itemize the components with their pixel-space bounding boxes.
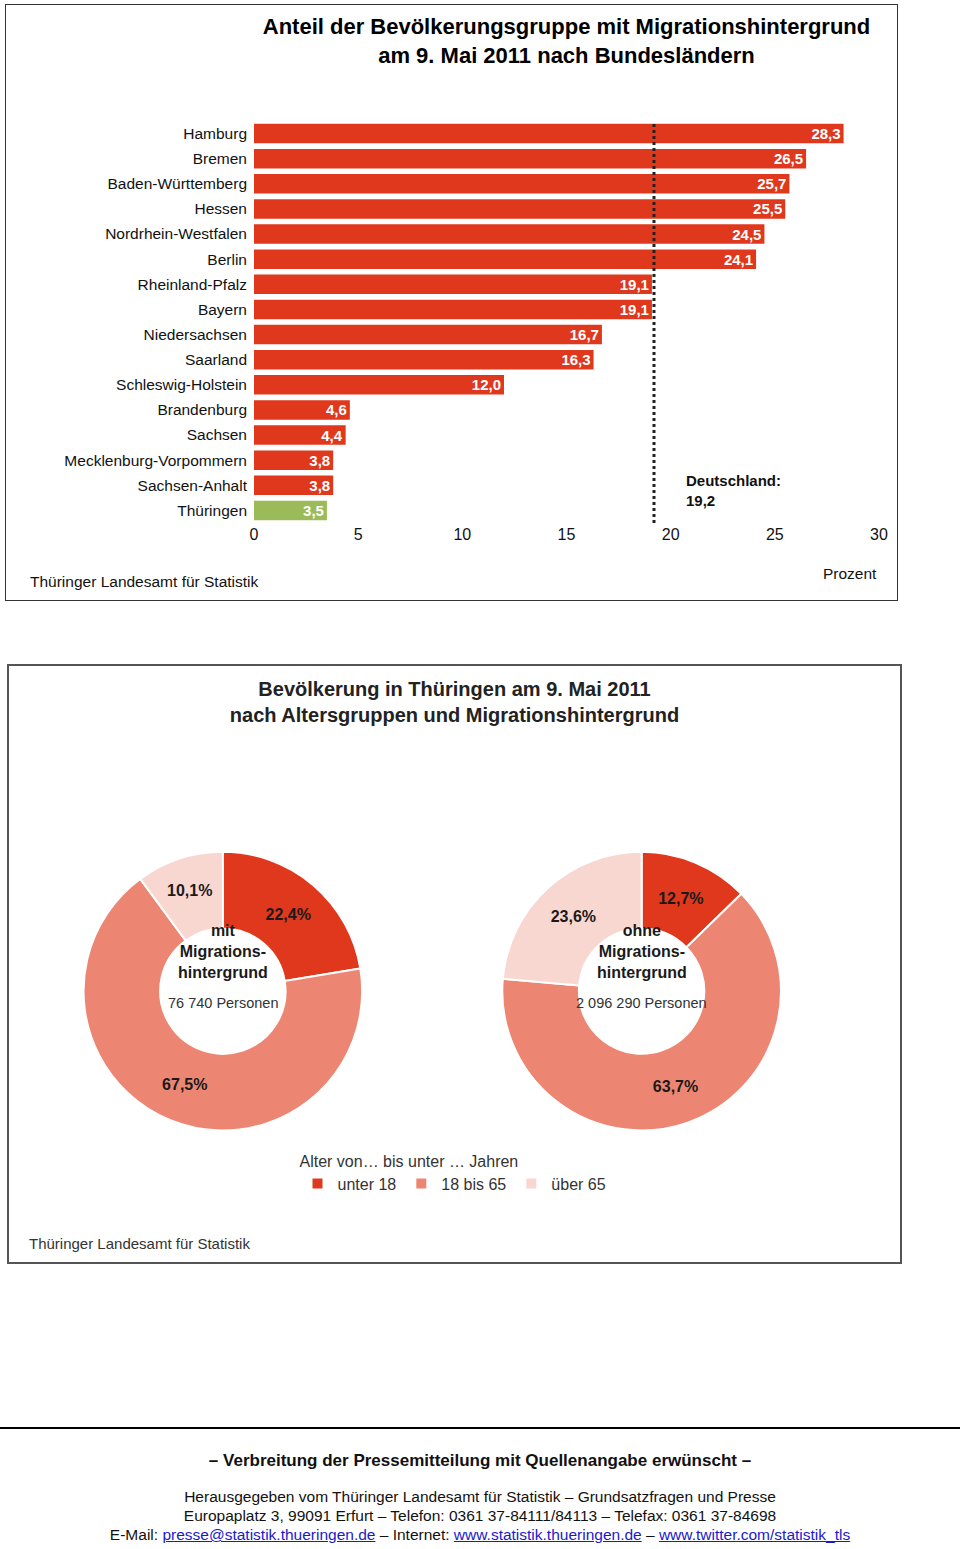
svg-text:24,1: 24,1 <box>724 251 753 268</box>
svg-text:3,5: 3,5 <box>303 502 324 519</box>
svg-text:über 65: über 65 <box>551 1176 605 1193</box>
svg-text:Saarland: Saarland <box>185 351 247 368</box>
svg-text:Schleswig-Holstein: Schleswig-Holstein <box>116 376 247 393</box>
svg-text:Sachsen: Sachsen <box>187 426 247 443</box>
svg-text:Bevölkerung in Thüringen am 9.: Bevölkerung in Thüringen am 9. Mai 2011n… <box>230 678 679 726</box>
svg-text:10,1%: 10,1% <box>167 882 212 899</box>
svg-text:mitMigrations-hintergrund: mitMigrations-hintergrund <box>178 922 268 981</box>
svg-text:Thüringen: Thüringen <box>177 502 247 519</box>
svg-text:4,4: 4,4 <box>321 427 343 444</box>
svg-text:5: 5 <box>354 526 363 543</box>
svg-text:20: 20 <box>662 526 680 543</box>
svg-text:2 096 290 Personen: 2 096 290 Personen <box>576 995 707 1011</box>
svg-text:19,1: 19,1 <box>620 301 649 318</box>
svg-text:26,5: 26,5 <box>774 150 803 167</box>
svg-text:Brandenburg: Brandenburg <box>157 401 247 418</box>
svg-text:18 bis 65: 18 bis 65 <box>441 1176 506 1193</box>
svg-text:15: 15 <box>558 526 576 543</box>
svg-text:30: 30 <box>870 526 888 543</box>
svg-text:67,5%: 67,5% <box>162 1076 207 1093</box>
svg-text:0: 0 <box>250 526 259 543</box>
svg-text:Sachsen-Anhalt: Sachsen-Anhalt <box>138 477 248 494</box>
svg-text:unter 18: unter 18 <box>338 1176 397 1193</box>
svg-text:3,8: 3,8 <box>309 452 330 469</box>
svg-text:16,7: 16,7 <box>570 326 599 343</box>
svg-text:12,0: 12,0 <box>472 376 501 393</box>
svg-text:Nordrhein-Westfalen: Nordrhein-Westfalen <box>105 225 247 242</box>
svg-text:Thüringer Landesamt für Statis: Thüringer Landesamt für Statistik <box>29 1235 250 1252</box>
svg-text:4,6: 4,6 <box>326 401 347 418</box>
html-text:E-Mail: presse@statistik.thuer: E-Mail: presse@statistik.thueringen.de –… <box>109 1526 851 1543</box>
svg-text:Mecklenburg-Vorpommern: Mecklenburg-Vorpommern <box>64 452 247 469</box>
svg-text:Bremen: Bremen <box>193 150 247 167</box>
svg-text:28,3: 28,3 <box>811 125 840 142</box>
svg-text:19,1: 19,1 <box>620 276 649 293</box>
svg-text:Hamburg: Hamburg <box>183 125 247 142</box>
svg-text:25,5: 25,5 <box>753 200 782 217</box>
svg-text:10: 10 <box>453 526 471 543</box>
svg-text:22,4%: 22,4% <box>266 906 311 923</box>
svg-text:23,6%: 23,6% <box>551 908 596 925</box>
svg-text:Rheinland-Pfalz: Rheinland-Pfalz <box>138 276 247 293</box>
svg-text:Anteil der Bevölkerungsgruppe: Anteil der Bevölkerungsgruppe mit Migrat… <box>263 14 871 68</box>
svg-text:25,7: 25,7 <box>757 175 786 192</box>
svg-text:3,8: 3,8 <box>309 477 330 494</box>
svg-text:Deutschland:19,2: Deutschland:19,2 <box>686 472 781 509</box>
svg-text:Niedersachsen: Niedersachsen <box>144 326 247 343</box>
svg-text:25: 25 <box>766 526 784 543</box>
svg-text:Bayern: Bayern <box>198 301 247 318</box>
svg-text:Alter von… bis unter … Jahren: Alter von… bis unter … Jahren <box>300 1153 519 1170</box>
svg-text:63,7%: 63,7% <box>653 1078 698 1095</box>
svg-text:ohneMigrations-hintergrund: ohneMigrations-hintergrund <box>597 922 687 981</box>
html-text:Herausgegeben vom Thüringer La: Herausgegeben vom Thüringer Landesamt fü… <box>184 1488 776 1505</box>
svg-text:Berlin: Berlin <box>207 251 247 268</box>
svg-text:Thüringer Landesamt für Statis: Thüringer Landesamt für Statistik <box>30 573 259 590</box>
svg-text:Prozent: Prozent <box>823 565 877 582</box>
svg-text:12,7%: 12,7% <box>658 890 703 907</box>
svg-text:16,3: 16,3 <box>561 351 590 368</box>
svg-text:Baden-Württemberg: Baden-Württemberg <box>107 175 247 192</box>
html-text:Europaplatz 3, 99091 Erfurt –: Europaplatz 3, 99091 Erfurt – Telefon: 0… <box>183 1507 777 1524</box>
html-text:– Verbreitung der Pressemittei: – Verbreitung der Pressemitteilung mit Q… <box>208 1451 752 1470</box>
svg-text:Hessen: Hessen <box>194 200 247 217</box>
svg-text:76 740 Personen: 76 740 Personen <box>168 995 278 1011</box>
svg-text:24,5: 24,5 <box>732 226 761 243</box>
